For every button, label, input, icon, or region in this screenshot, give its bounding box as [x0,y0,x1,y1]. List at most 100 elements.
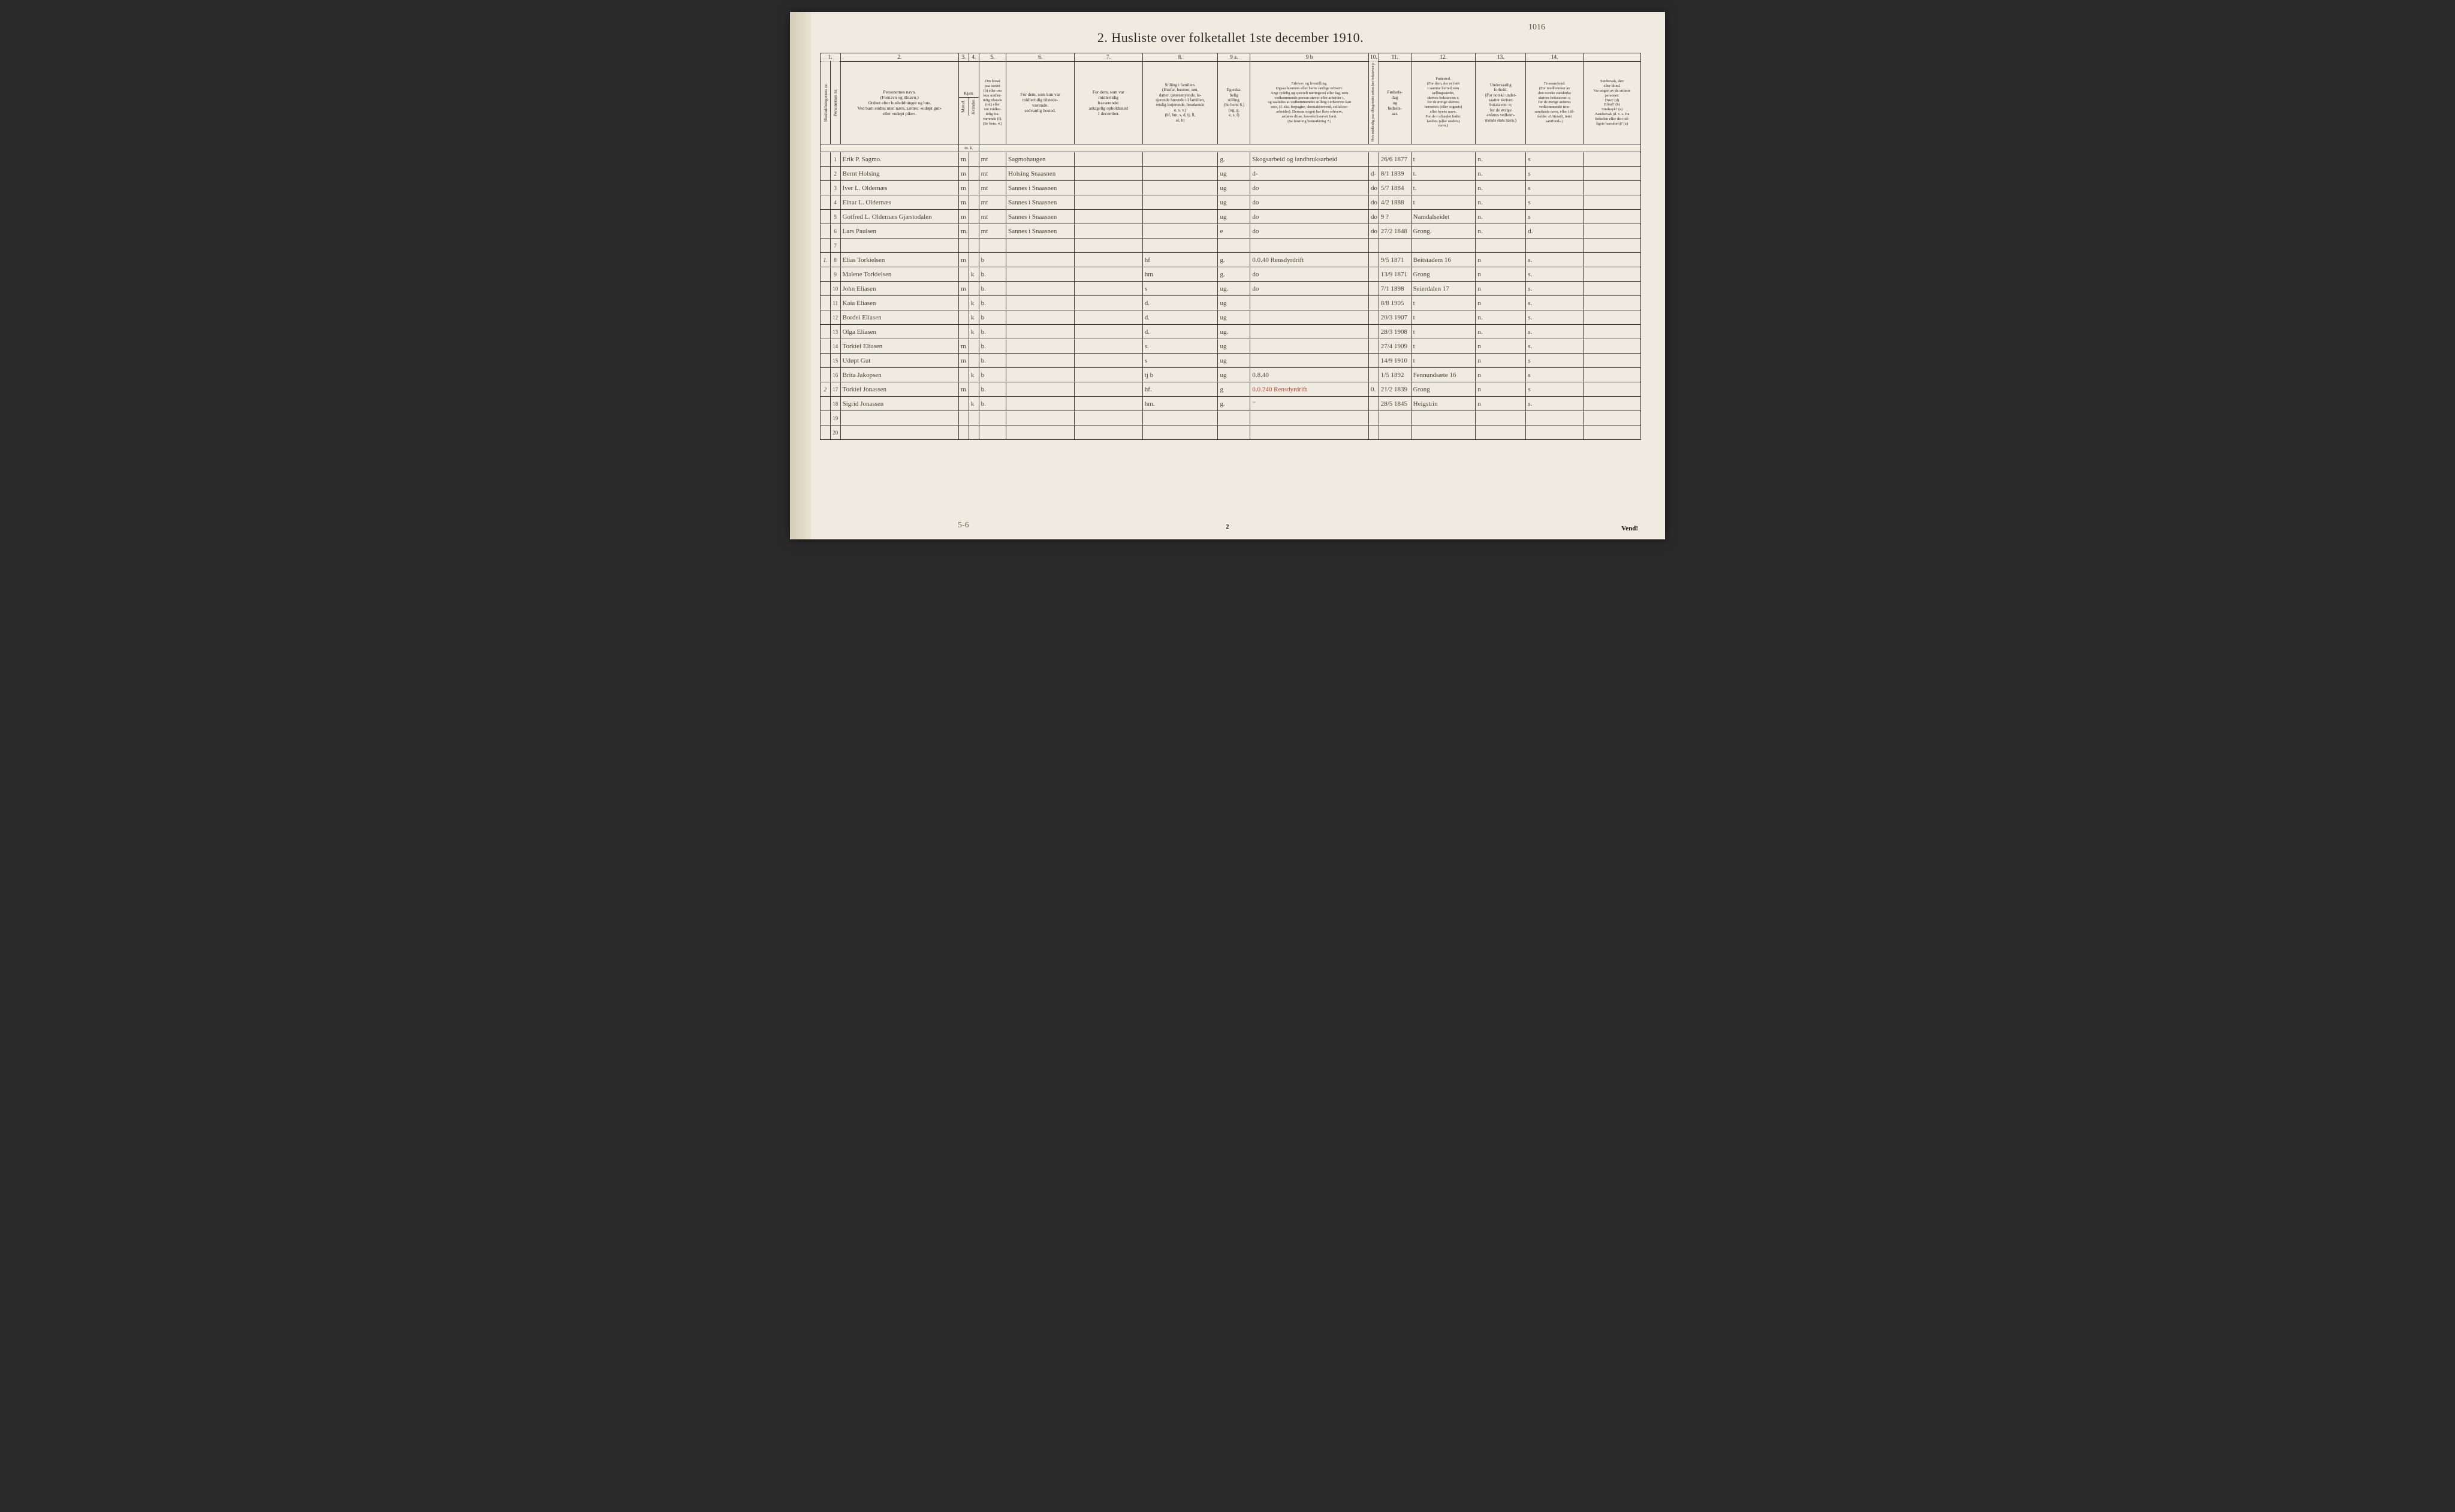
colnum-1: 1. [821,53,841,62]
cell [821,239,831,253]
cell: Brita Jakopsen [840,368,959,382]
col-fsted: Fødested. (For dem, der er født i samme … [1411,61,1476,144]
cell [969,239,979,253]
cell [1368,411,1379,425]
cell [1584,195,1641,210]
col-kjon: Kjøn. Mænd. Kvinder. [959,61,979,144]
cell: mt [979,210,1006,224]
cell [1074,310,1142,325]
cell: n [1476,382,1526,397]
cell: mt [979,181,1006,195]
cell: n. [1476,224,1526,239]
cell: ug [1218,210,1250,224]
cell [821,267,831,282]
cell [1074,195,1142,210]
cell: b. [979,325,1006,339]
cell: Malene Torkielsen [840,267,959,282]
table-row: 217Torkiel Jonassenmb.hf.g0.0.240 Rensdy… [821,382,1641,397]
cell: s [1526,152,1584,167]
cell: b. [979,282,1006,296]
cell: 19 [830,411,840,425]
table-row: 14Torkiel Eliasenmb.s.ug27/4 1909tns. [821,339,1641,354]
table-row: 12Bordei Eliasenkbd.ug20/3 1907tn.s. [821,310,1641,325]
cell: k [969,267,979,282]
cell: " [1250,397,1369,411]
cell [1411,425,1476,440]
col-pnr: Personernes nr. [830,61,840,144]
cell [959,425,969,440]
cell: b. [979,339,1006,354]
cell [821,397,831,411]
cell [1006,325,1075,339]
cell [1476,239,1526,253]
cell: 27/2 1848 [1379,224,1411,239]
cell: Sigrid Jonassen [840,397,959,411]
cell [1006,239,1075,253]
cell: s. [1526,296,1584,310]
cell [1142,195,1218,210]
cell [969,152,979,167]
page-title: 2. Husliste over folketallet 1ste decemb… [820,30,1641,46]
cell: 4/2 1888 [1379,195,1411,210]
cell [821,181,831,195]
cell: ug. [1218,282,1250,296]
table-row: 6Lars Paulsenm.mtSannes i Snaasnenedodo2… [821,224,1641,239]
cell: b. [979,354,1006,368]
cell [1584,267,1641,282]
cell [1142,152,1218,167]
cell: b. [979,397,1006,411]
cell [1250,411,1369,425]
cell: n [1476,368,1526,382]
cell: Udøpt Gut [840,354,959,368]
cell [1584,411,1641,425]
cell: n [1476,253,1526,267]
cell [959,267,969,282]
cell: k [969,397,979,411]
cell [1368,310,1379,325]
cell [1379,425,1411,440]
cell [979,239,1006,253]
cell [1250,425,1369,440]
cell: 0.0.40 Rensdyrdrift [1250,253,1369,267]
cell [1584,210,1641,224]
cell: t. [1411,167,1476,181]
cell: s. [1526,397,1584,411]
cell [821,282,831,296]
cell: s [1526,195,1584,210]
colnum-4: 4. [969,53,979,62]
cell [1584,239,1641,253]
cell [1006,397,1075,411]
cell: k [969,325,979,339]
cell: do [1250,181,1369,195]
cell [1526,411,1584,425]
cell: do [1250,195,1369,210]
cell [1368,239,1379,253]
colnum-2: 2. [840,53,959,62]
cell: d. [1142,310,1218,325]
cell [1142,224,1218,239]
cell [1074,167,1142,181]
cell: m [959,195,969,210]
cell: t [1411,296,1476,310]
cell [1411,411,1476,425]
cell [821,354,831,368]
table-row: 18Sigrid Jonassenkb.hm.g."28/5 1845Heigs… [821,397,1641,411]
cell: 10 [830,282,840,296]
sub-mk: m. k. [959,144,979,152]
cell [1250,354,1369,368]
cell: tj b [1142,368,1218,382]
col-sublabel-row: m. k. [821,144,1641,152]
cell: k [969,310,979,325]
cell [1074,325,1142,339]
cell: ug. [1218,325,1250,339]
col-label-row: Husholdningernes nr. Personernes nr. Per… [821,61,1641,144]
cell [1074,425,1142,440]
cell: d. [1526,224,1584,239]
colnum-11: 12. [1411,53,1476,62]
cell: 28/5 1845 [1379,397,1411,411]
cell [1218,425,1250,440]
cell: t [1411,310,1476,325]
cell [1476,425,1526,440]
table-row: 19 [821,411,1641,425]
cell: b [979,368,1006,382]
